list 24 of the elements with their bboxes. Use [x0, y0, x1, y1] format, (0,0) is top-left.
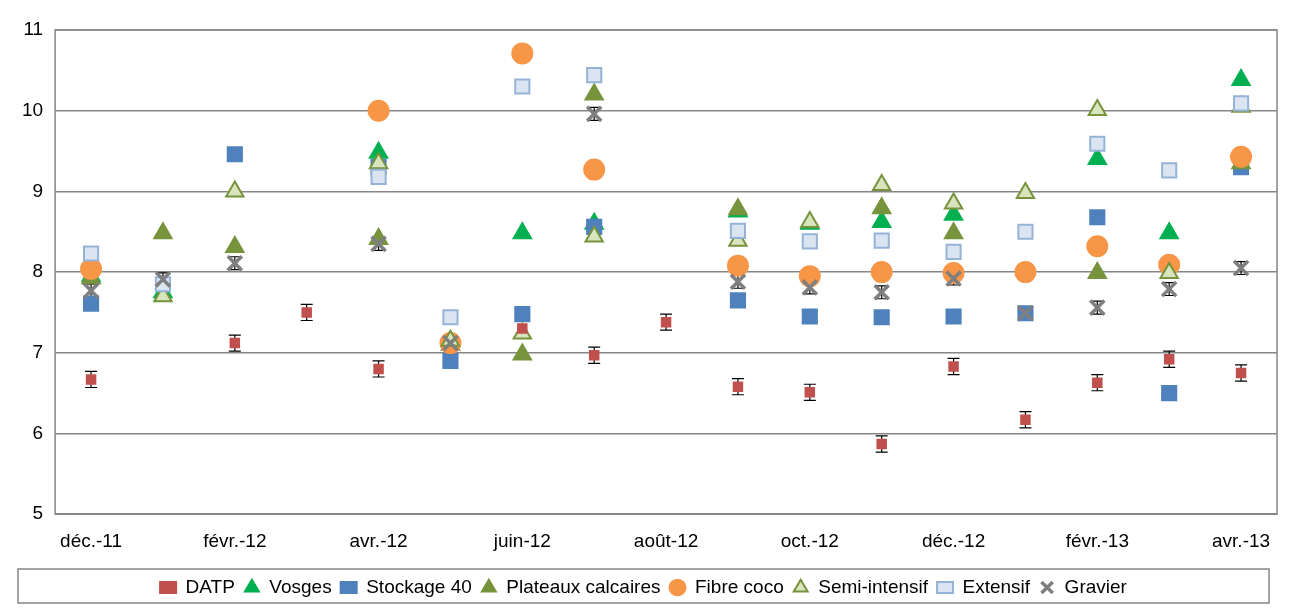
- legend-label: Stockage 40: [366, 575, 472, 597]
- x-tick-label: avr.-12: [349, 529, 408, 551]
- x-tick-label: déc.-11: [60, 529, 123, 551]
- y-tick-label: 7: [32, 341, 44, 363]
- y-tick-label: 6: [32, 421, 44, 443]
- legend-label: Gravier: [1064, 575, 1128, 597]
- legend-label: Semi-intensif: [818, 575, 929, 597]
- x-tick-label: oct.-12: [780, 529, 839, 551]
- x-tick-label: août-12: [633, 529, 699, 551]
- legend-label: DATP: [185, 575, 235, 597]
- x-tick-label: févr.-13: [1065, 529, 1129, 551]
- legend-label: Extensif: [962, 575, 1031, 597]
- x-tick-label: avr.-13: [1212, 529, 1271, 551]
- x-tick-label: déc.-12: [921, 529, 986, 551]
- legend-label: Plateaux calcaires: [506, 575, 661, 597]
- legend-label: Vosges: [269, 575, 332, 597]
- x-tick-label: juin-12: [492, 529, 551, 551]
- x-tick-label: févr.-12: [203, 529, 267, 551]
- y-tick-label: 8: [32, 260, 44, 282]
- y-tick-label: 10: [21, 98, 44, 120]
- legend-label: Fibre coco: [695, 575, 784, 597]
- y-tick-label: 9: [32, 179, 44, 201]
- y-tick-label: 11: [23, 18, 44, 40]
- y-tick-label: 5: [32, 502, 44, 524]
